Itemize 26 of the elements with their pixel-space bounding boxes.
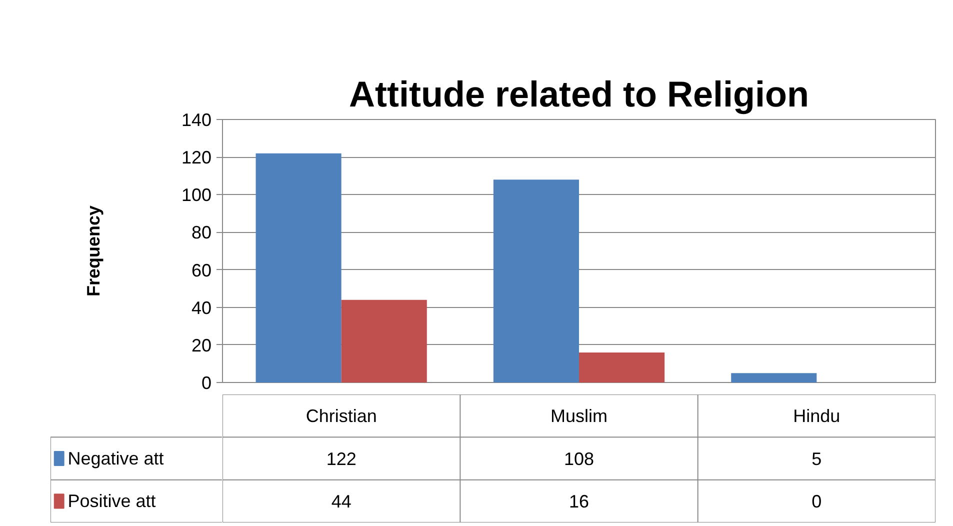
legend-label: Positive att xyxy=(68,491,156,512)
y-tick-label: 120 xyxy=(181,148,212,168)
y-tick-label: 20 xyxy=(191,335,212,356)
y-tick-label: 140 xyxy=(181,110,212,130)
bar xyxy=(256,153,342,382)
legend-label: Negative att xyxy=(68,448,164,468)
y-tick-label: 0 xyxy=(201,373,212,393)
y-tick-label: 80 xyxy=(191,222,212,243)
x-tick-label: Hindu xyxy=(793,406,840,426)
data-label: 5 xyxy=(812,449,822,469)
bar xyxy=(493,180,579,382)
x-tick-label: Christian xyxy=(306,406,377,426)
data-label: 108 xyxy=(564,449,594,469)
data-label: 0 xyxy=(812,492,822,512)
data-label: 44 xyxy=(331,492,352,512)
bar xyxy=(731,373,817,382)
y-tick-label: 40 xyxy=(191,298,212,318)
y-axis-title: Frequency xyxy=(83,205,104,297)
bar xyxy=(341,300,427,382)
y-tick-label: 100 xyxy=(181,185,212,206)
data-label: 16 xyxy=(568,492,590,512)
chart-title: Attitude related to Religion xyxy=(349,74,810,114)
data-label: 122 xyxy=(326,449,356,469)
x-tick-label: Muslim xyxy=(550,406,608,426)
bar xyxy=(579,352,665,382)
y-tick-label: 60 xyxy=(191,260,212,280)
